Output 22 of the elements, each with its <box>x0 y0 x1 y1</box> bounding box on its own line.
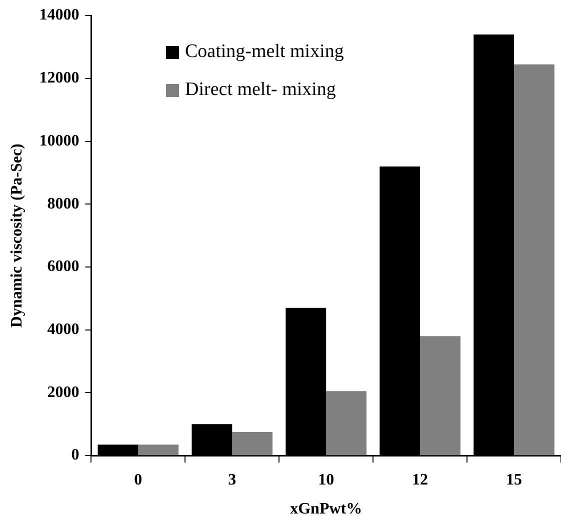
legend-label: Direct melt- mixing <box>185 79 336 101</box>
x-tick-label: 10 <box>318 471 334 488</box>
bar <box>514 64 554 456</box>
y-tick-label: 8000 <box>47 195 80 212</box>
y-tick-label: 14000 <box>39 6 80 24</box>
legend-label: Coating-melt mixing <box>185 41 344 63</box>
y-tick-label: 12000 <box>39 70 80 87</box>
y-tick-label: 6000 <box>47 258 80 276</box>
y-tick-label: 4000 <box>47 321 80 338</box>
bar <box>326 391 367 456</box>
y-tick-label: 2000 <box>47 384 80 401</box>
x-tick-label: 15 <box>506 471 522 488</box>
bar <box>138 444 179 456</box>
x-tick-label: 3 <box>228 471 236 488</box>
bar <box>420 336 460 456</box>
y-tick-label: 10000 <box>39 132 80 150</box>
y-tick-label: 0 <box>71 446 80 464</box>
y-axis-title: Dynamic viscosity (Pa-Sec) <box>8 144 26 328</box>
x-tick-label: 0 <box>134 471 142 488</box>
bar <box>232 432 273 456</box>
x-tick-label: 12 <box>412 471 428 488</box>
x-axis-title: xGnPwt% <box>290 500 362 518</box>
